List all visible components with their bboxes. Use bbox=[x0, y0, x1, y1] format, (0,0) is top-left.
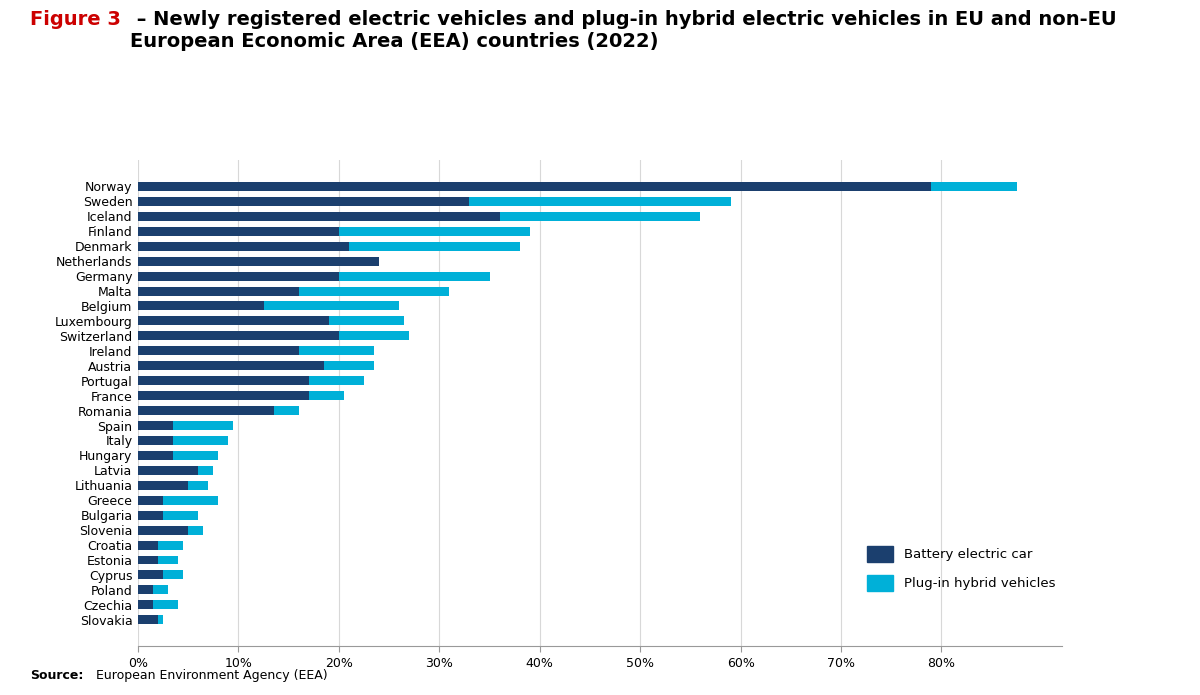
Bar bbox=[329, 316, 404, 325]
Bar bbox=[299, 286, 449, 295]
Text: European Environment Agency (EEA): European Environment Agency (EEA) bbox=[92, 669, 328, 682]
Bar bbox=[138, 286, 299, 295]
Bar bbox=[173, 436, 228, 445]
Bar bbox=[138, 361, 324, 370]
Bar bbox=[138, 182, 931, 191]
Bar bbox=[138, 212, 499, 221]
Bar bbox=[188, 525, 203, 534]
Bar bbox=[138, 197, 469, 206]
Bar bbox=[138, 256, 379, 265]
Bar bbox=[138, 227, 338, 236]
Bar bbox=[138, 525, 188, 534]
Bar bbox=[163, 511, 198, 520]
Bar bbox=[138, 346, 299, 355]
Bar bbox=[138, 541, 158, 550]
Bar bbox=[138, 272, 338, 281]
Text: Figure 3: Figure 3 bbox=[30, 10, 121, 29]
Bar bbox=[173, 451, 218, 460]
Bar bbox=[299, 346, 374, 355]
Text: Source:: Source: bbox=[30, 669, 83, 682]
Bar bbox=[154, 585, 168, 594]
Bar bbox=[198, 466, 214, 475]
Bar bbox=[138, 376, 308, 385]
Bar bbox=[158, 615, 163, 624]
Bar bbox=[138, 421, 173, 430]
Bar bbox=[324, 361, 374, 370]
Bar bbox=[308, 391, 344, 400]
Bar bbox=[138, 585, 154, 594]
Legend: Battery electric car, Plug-in hybrid vehicles: Battery electric car, Plug-in hybrid veh… bbox=[866, 546, 1056, 591]
Bar bbox=[349, 242, 520, 251]
Bar bbox=[274, 406, 299, 415]
Bar bbox=[138, 436, 173, 445]
Bar bbox=[308, 376, 364, 385]
Bar bbox=[264, 302, 400, 311]
Bar bbox=[138, 615, 158, 624]
Bar bbox=[158, 555, 178, 564]
Bar bbox=[138, 242, 349, 251]
Bar bbox=[338, 272, 490, 281]
Bar bbox=[138, 316, 329, 325]
Bar bbox=[173, 421, 234, 430]
Bar bbox=[138, 600, 154, 610]
Text: – Newly registered electric vehicles and plug-in hybrid electric vehicles in EU : – Newly registered electric vehicles and… bbox=[130, 10, 1116, 51]
Bar bbox=[338, 332, 409, 341]
Bar bbox=[138, 571, 163, 580]
Bar bbox=[138, 496, 163, 505]
Bar bbox=[138, 451, 173, 460]
Bar bbox=[931, 182, 1016, 191]
Bar bbox=[138, 511, 163, 520]
Bar bbox=[499, 212, 701, 221]
Bar bbox=[163, 496, 218, 505]
Bar bbox=[138, 406, 274, 415]
Bar bbox=[138, 481, 188, 490]
Bar bbox=[158, 541, 184, 550]
Bar bbox=[138, 332, 338, 341]
Bar bbox=[154, 600, 178, 610]
Bar bbox=[469, 197, 731, 206]
Bar bbox=[138, 466, 198, 475]
Bar bbox=[188, 481, 209, 490]
Bar bbox=[338, 227, 529, 236]
Bar bbox=[138, 555, 158, 564]
Bar bbox=[163, 571, 184, 580]
Bar bbox=[138, 391, 308, 400]
Bar bbox=[138, 302, 264, 311]
